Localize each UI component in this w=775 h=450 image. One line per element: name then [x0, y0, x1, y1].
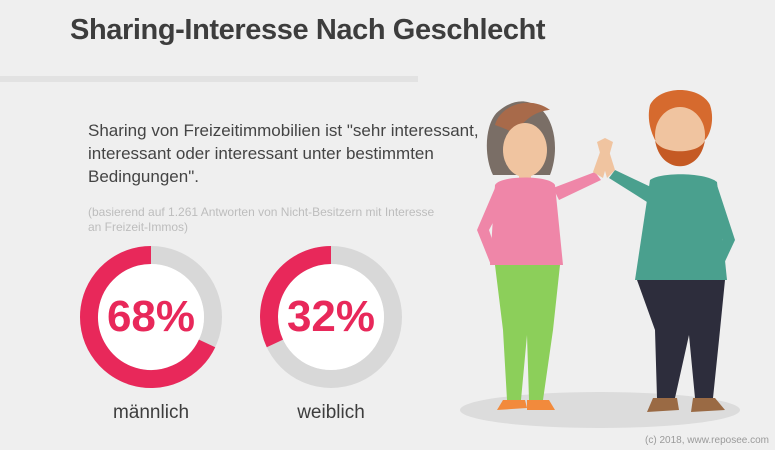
sample-note: (basierend auf 1.261 Antworten von Nicht… — [88, 205, 435, 234]
high-five-illustration — [460, 90, 740, 428]
man-figure — [597, 90, 735, 412]
donut-arc-weiblich — [260, 246, 332, 348]
donut-inner-maennlich — [98, 264, 204, 370]
donut-value-maennlich: 68% — [106, 292, 196, 341]
donut-label-weiblich: weiblich — [297, 402, 365, 423]
page-title: Sharing-Interesse Nach Geschlecht — [70, 14, 546, 46]
donut-svg-maennlich — [80, 246, 222, 388]
donut-svg-weiblich — [260, 246, 402, 388]
description-text: Sharing von Freizeitimmobilien ist "sehr… — [88, 121, 479, 186]
copyright-credit: (c) 2018, www.reposee.com — [645, 435, 769, 446]
title-underline — [0, 76, 418, 82]
donut-chart-maennlich: 68% männlich — [78, 244, 224, 423]
donut-arc-maennlich — [80, 246, 216, 388]
woman-figure — [477, 101, 613, 410]
donut-value-weiblich: 32% — [286, 292, 376, 341]
donut-inner-weiblich — [278, 264, 384, 370]
donut-chart-weiblich: 32% weiblich — [258, 244, 404, 423]
donut-label-maennlich: männlich — [112, 402, 190, 423]
